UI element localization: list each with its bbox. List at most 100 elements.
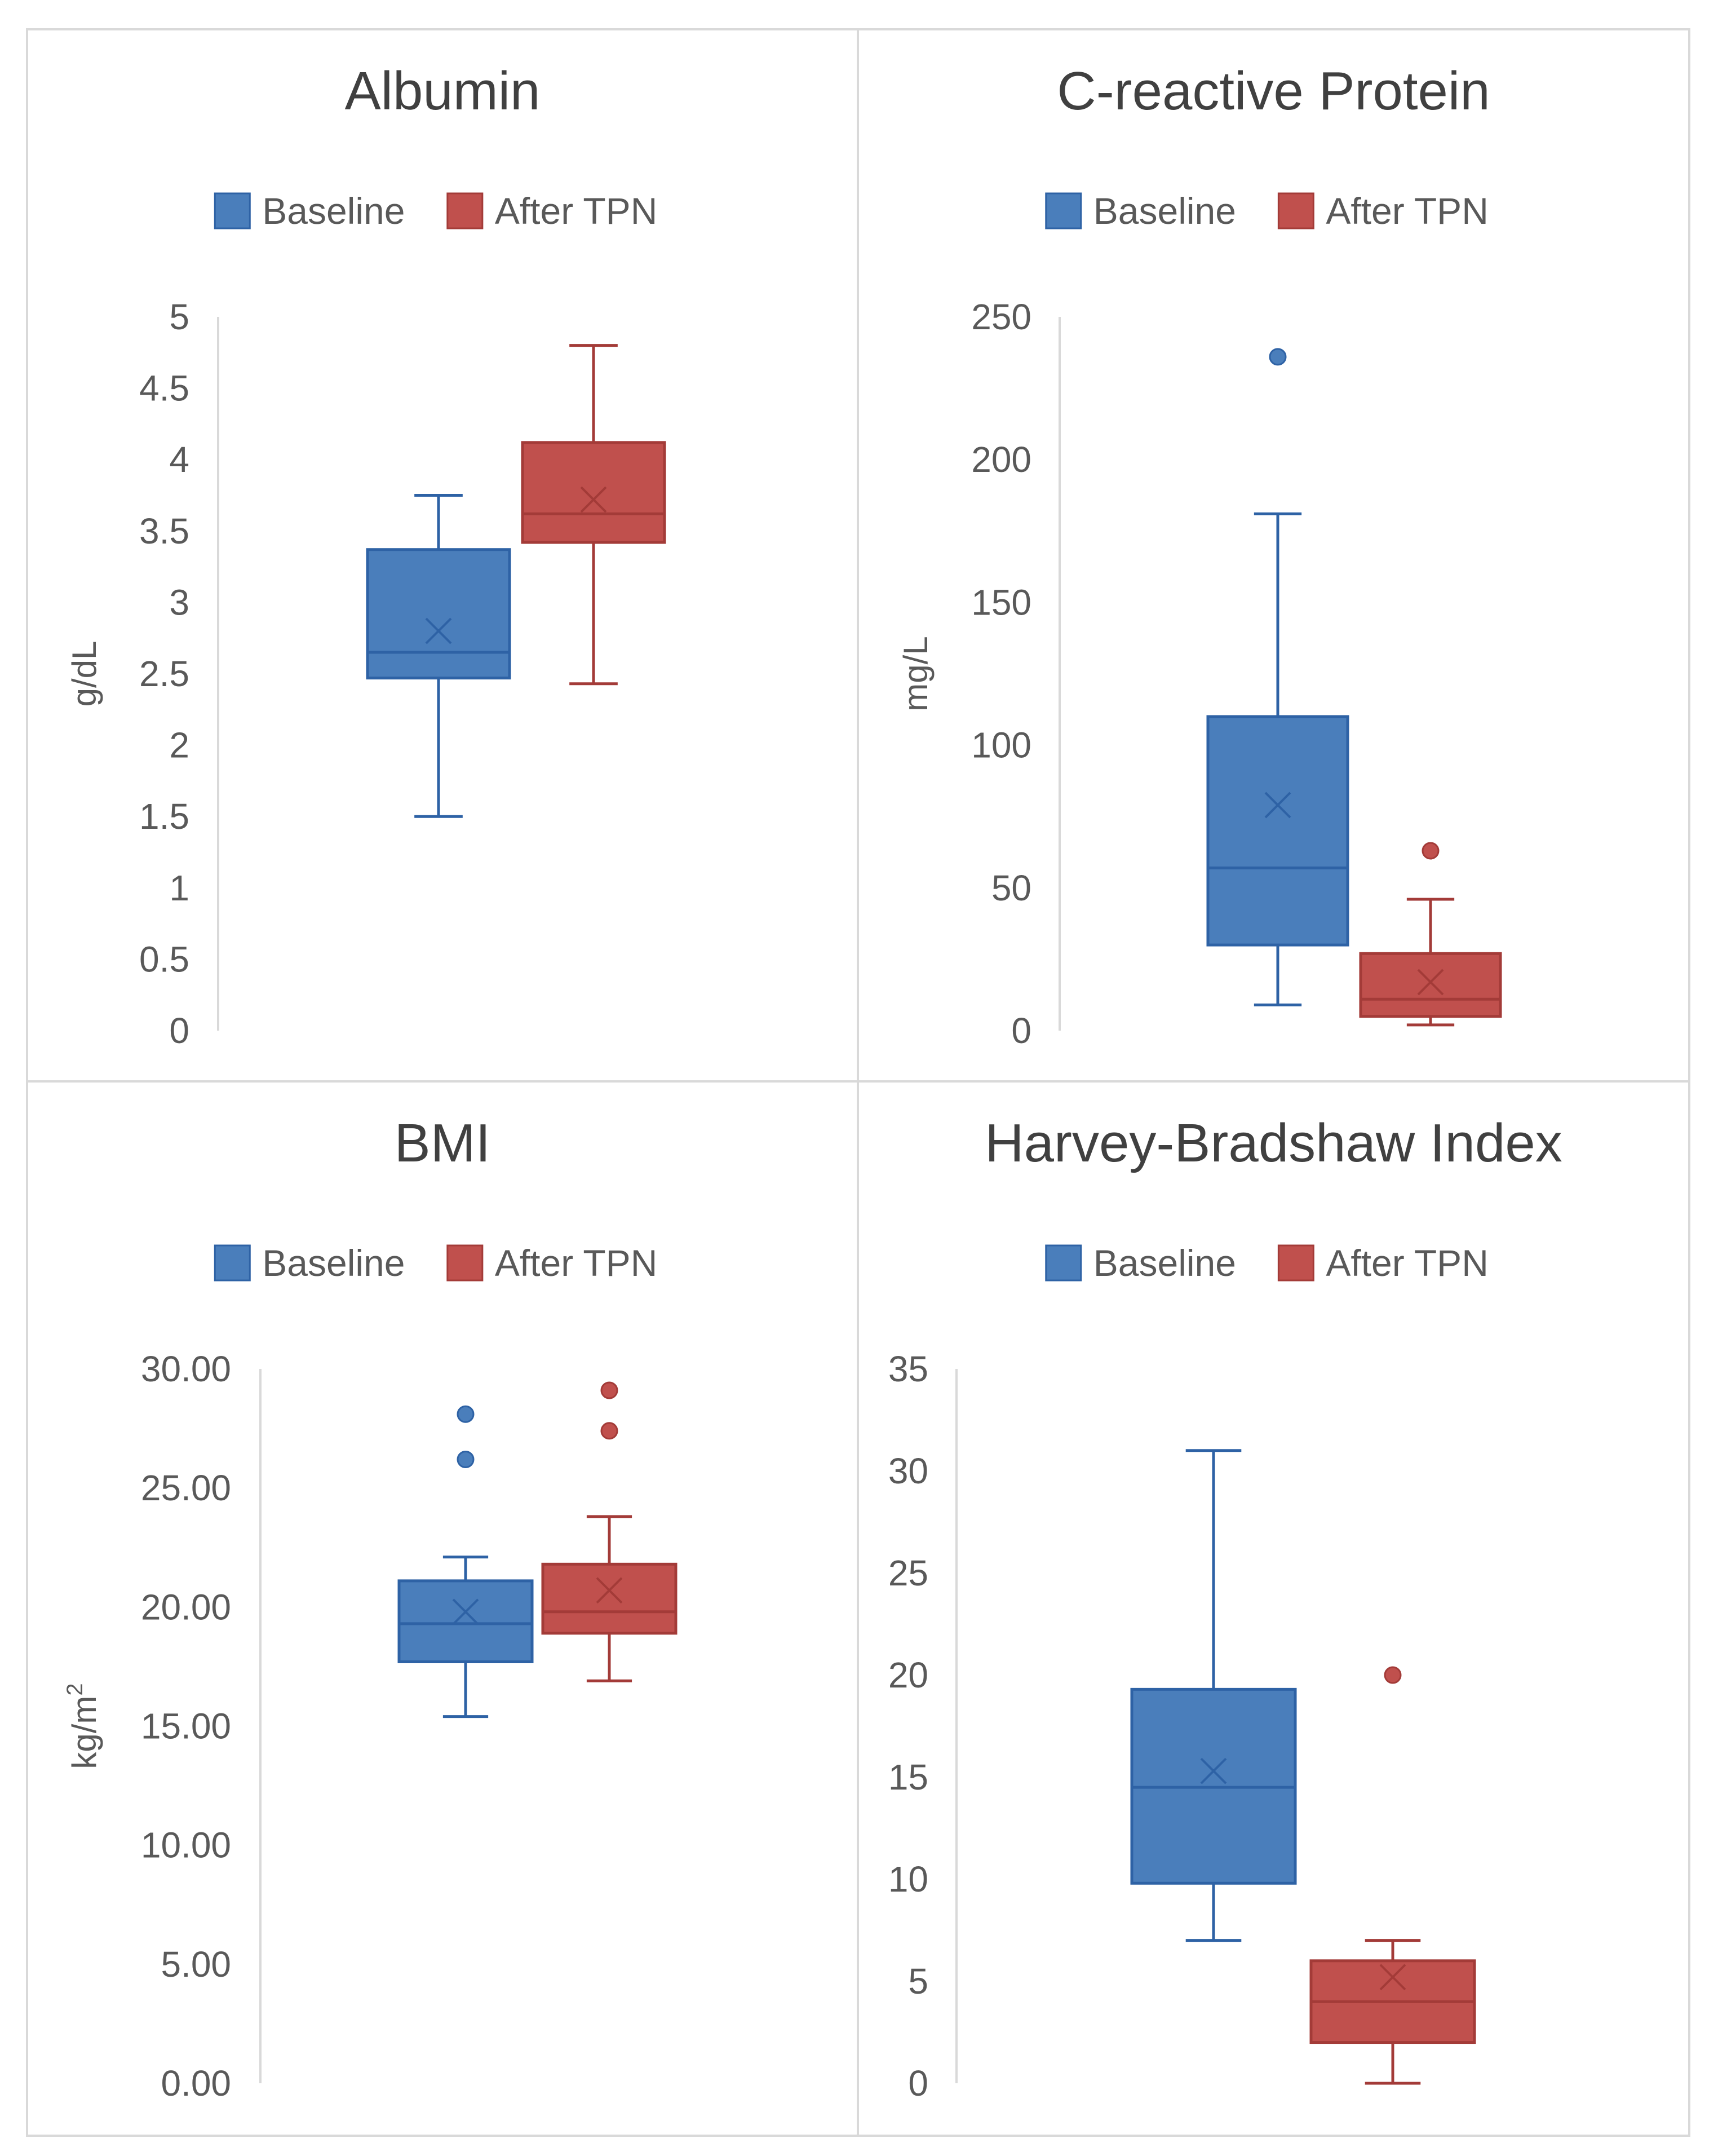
y-tick-label: 2.5 <box>139 653 189 694</box>
y-tick-label: 5 <box>908 1961 928 2002</box>
mean-marker-stroke <box>1379 1964 1406 1991</box>
outlier-point <box>457 1405 475 1423</box>
legend: Baseline After TPN <box>214 190 658 232</box>
y-tick-label: 20.00 <box>141 1587 231 1627</box>
y-tick-label: 30.00 <box>141 1349 231 1389</box>
iqr-box <box>1359 952 1502 1018</box>
chart-title: Albumin <box>345 61 541 121</box>
legend-label-after-tpn: After TPN <box>1326 190 1489 232</box>
legend-label-baseline: Baseline <box>1093 1242 1236 1284</box>
y-tick-label: 4.5 <box>139 368 189 409</box>
panel-border <box>857 1080 1690 2137</box>
legend-swatch-baseline <box>214 192 251 229</box>
y-tick-label: 200 <box>971 439 1031 480</box>
mean-marker <box>1264 792 1291 819</box>
y-tick-label: 3 <box>169 582 189 622</box>
legend-swatch-after-tpn <box>1277 192 1314 229</box>
y-tick-label: 1.5 <box>139 796 189 837</box>
legend: Baseline After TPN <box>1045 1242 1489 1284</box>
legend: Baseline After TPN <box>1045 190 1489 232</box>
y-tick-label: 10 <box>888 1859 928 1899</box>
mean-marker <box>452 1598 479 1625</box>
mean-marker <box>1200 1757 1227 1784</box>
iqr-box <box>366 548 511 680</box>
mean-marker-stroke <box>596 1577 623 1604</box>
y-tick-label: 15.00 <box>141 1706 231 1747</box>
y-tick-label: 5 <box>169 297 189 337</box>
y-tick-label: 1 <box>169 868 189 908</box>
legend-label-baseline: Baseline <box>1093 190 1236 232</box>
chart-title: C-reactive Protein <box>1057 61 1490 121</box>
box-after-tpn <box>541 1381 678 1682</box>
legend-swatch-baseline <box>1045 192 1082 229</box>
y-axis-label: kg/m2 <box>63 1683 103 1769</box>
outlier-point <box>600 1422 618 1440</box>
y-tick-label: 2 <box>169 725 189 766</box>
y-tick-label: 250 <box>971 297 1031 337</box>
y-tick-label: 0.00 <box>161 2063 231 2104</box>
y-tick-label: 0.5 <box>139 939 189 979</box>
iqr-box <box>1206 715 1349 947</box>
y-tick-label: 0 <box>908 2063 928 2104</box>
chart-panel-2: C-reactive Protein Baseline After TPN 0 50 10… <box>857 28 1690 1083</box>
mean-marker-stroke <box>580 486 607 513</box>
box-baseline <box>1206 348 1349 1006</box>
y-tick-label: 5.00 <box>161 1944 231 1985</box>
y-tick-label: 15 <box>888 1757 928 1797</box>
outlier-point <box>1422 842 1440 860</box>
iqr-box <box>541 1562 678 1635</box>
mean-marker-stroke <box>452 1598 479 1625</box>
y-tick-label: 0 <box>169 1010 189 1051</box>
y-axis-label: g/dL <box>65 641 103 707</box>
y-axis-label: mg/L <box>897 636 935 711</box>
y-tick-label: 35 <box>888 1349 928 1389</box>
legend-swatch-after-tpn <box>446 1244 484 1282</box>
y-axis-label-superscript: 2 <box>63 1683 87 1695</box>
box-baseline <box>1130 1449 1297 1942</box>
mean-marker-stroke <box>1200 1757 1227 1784</box>
mean-marker <box>425 617 452 644</box>
y-tick-label: 3.5 <box>139 511 189 551</box>
y-tick-label: 150 <box>971 582 1031 622</box>
legend-swatch-after-tpn <box>446 192 484 229</box>
y-tick-label: 0 <box>1011 1010 1031 1051</box>
iqr-box <box>397 1579 534 1663</box>
chart-panel-1: Albumin Baseline After TPN 0 0.5 1 1.5 2 2.5 3 3.5… <box>26 28 859 1083</box>
legend-label-after-tpn: After TPN <box>495 190 658 232</box>
y-tick-label: 25 <box>888 1553 928 1593</box>
chart-title: Harvey-Bradshaw Index <box>985 1113 1562 1173</box>
chart-panel-4: Harvey-Bradshaw Index Baseline After TPN 0 5… <box>857 1080 1690 2137</box>
outlier-point <box>1384 1666 1402 1684</box>
box-baseline <box>366 494 511 818</box>
outlier-point <box>1269 348 1287 366</box>
y-tick-label: 50 <box>991 868 1031 908</box>
y-tick-label: 25.00 <box>141 1468 231 1508</box>
legend-label-after-tpn: After TPN <box>495 1242 658 1284</box>
y-tick-label: 4 <box>169 439 189 480</box>
outlier-point <box>600 1381 618 1399</box>
mean-marker-stroke <box>425 617 452 644</box>
box-after-tpn <box>1309 1666 1476 2085</box>
chart-panel-3: BMI Baseline After TPN 0.00 5.00 10.00 15.00 20… <box>26 1080 859 2137</box>
legend: Baseline After TPN <box>214 1242 658 1284</box>
mean-marker-stroke <box>1417 969 1444 996</box>
y-tick-label: 100 <box>971 725 1031 766</box>
box-after-tpn <box>1359 842 1502 1027</box>
legend-label-baseline: Baseline <box>262 190 405 232</box>
mean-marker <box>1379 1964 1406 1991</box>
y-tick-label: 10.00 <box>141 1825 231 1866</box>
box-baseline <box>397 1405 534 1718</box>
box-after-tpn <box>521 344 666 686</box>
legend-label-after-tpn: After TPN <box>1326 1242 1489 1284</box>
mean-marker <box>580 486 607 513</box>
mean-marker <box>1417 969 1444 996</box>
legend-swatch-baseline <box>1045 1244 1082 1282</box>
y-tick-label: 30 <box>888 1451 928 1491</box>
legend-label-baseline: Baseline <box>262 1242 405 1284</box>
y-tick-label: 20 <box>888 1655 928 1695</box>
legend-swatch-baseline <box>214 1244 251 1282</box>
outlier-point <box>457 1450 475 1468</box>
iqr-box <box>521 441 666 544</box>
